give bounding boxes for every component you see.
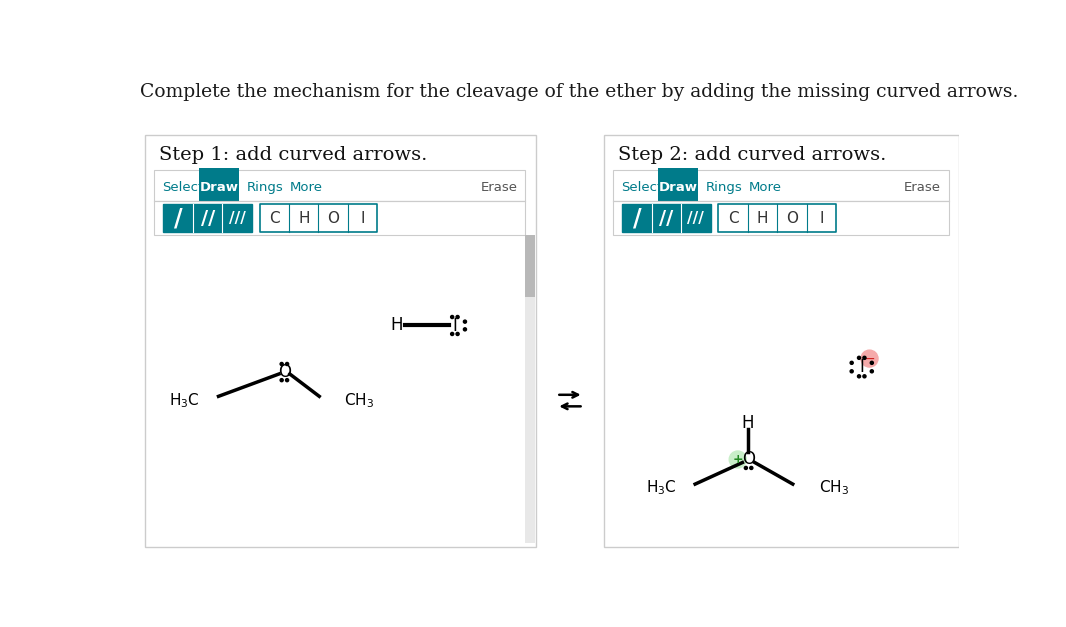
Text: +: + [732,453,743,466]
Bar [155,201,526,234]
Circle shape [464,320,467,323]
Circle shape [861,350,878,367]
Text: I: I [859,358,865,376]
Text: Erase: Erase [481,181,518,194]
Circle shape [870,361,873,364]
Text: /: / [633,206,642,231]
Text: CH$_3$: CH$_3$ [819,478,850,497]
Text: −: − [863,352,875,366]
Bar [603,135,959,547]
Circle shape [862,356,866,359]
Bar [155,170,526,201]
Text: O: O [786,211,798,226]
Text: Draw: Draw [659,181,697,194]
Text: Step 1: add curved arrows.: Step 1: add curved arrows. [159,146,427,164]
Circle shape [850,370,853,373]
Bar [145,135,536,547]
Text: I: I [360,211,365,226]
Bar [526,235,535,544]
Text: Step 2: add curved arrows.: Step 2: add curved arrows. [617,146,886,164]
Text: H: H [742,414,754,432]
Text: //: // [200,209,214,228]
Circle shape [456,315,459,319]
Text: C: C [269,211,279,226]
Text: H: H [757,211,769,226]
Bar [658,169,698,201]
Text: Draw: Draw [199,181,239,194]
Text: //: // [660,209,674,228]
Circle shape [451,315,454,319]
Text: I: I [452,317,457,335]
Circle shape [857,356,860,359]
Circle shape [870,370,873,373]
Text: More: More [290,181,323,194]
Text: More: More [748,181,781,194]
Text: /: / [174,206,182,231]
Circle shape [850,361,853,364]
Text: H: H [390,317,403,334]
Text: H: H [298,211,309,226]
Text: O: O [742,450,755,468]
Text: Select: Select [162,181,204,194]
Circle shape [464,328,467,331]
Bar [623,204,651,231]
Bar [526,235,535,297]
Circle shape [456,332,459,335]
Bar [260,204,377,231]
Bar [623,204,711,231]
Text: Complete the mechanism for the cleavage of the ether by adding the missing curve: Complete the mechanism for the cleavage … [141,83,1019,101]
Circle shape [280,362,284,366]
Bar [613,170,949,201]
Circle shape [280,379,284,382]
Circle shape [749,466,753,470]
Text: O: O [278,362,291,381]
Text: H$_3$C: H$_3$C [646,478,677,497]
Text: O: O [327,211,339,226]
Text: Rings: Rings [706,181,743,194]
Circle shape [451,332,454,335]
Circle shape [857,375,860,378]
Circle shape [862,375,866,378]
Circle shape [729,451,746,468]
Text: C: C [728,211,739,226]
Text: CH$_3$: CH$_3$ [344,391,374,409]
Text: Select: Select [620,181,662,194]
Text: H$_3$C: H$_3$C [169,391,200,409]
Circle shape [286,362,289,366]
Text: Rings: Rings [247,181,284,194]
Text: I: I [819,211,824,226]
Text: ///: /// [229,211,245,226]
Bar [718,204,836,231]
Bar [613,201,949,234]
Circle shape [286,379,289,382]
Text: ///: /// [688,211,705,226]
Circle shape [744,466,747,470]
Bar [199,169,240,201]
Bar [163,204,193,231]
Bar [163,204,252,231]
Text: Erase: Erase [904,181,941,194]
